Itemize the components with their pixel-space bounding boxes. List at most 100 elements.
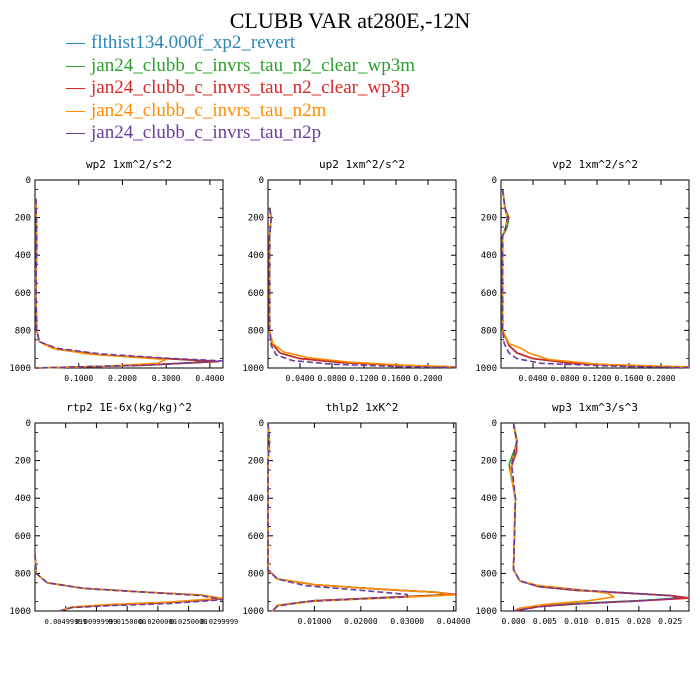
legend-label: jan24_clubb_c_invrs_tau_n2_clear_wp3p [91,77,410,98]
y-tick-label: 800 [481,326,497,336]
series-line [501,189,690,369]
legend-item: — jan24_clubb_c_invrs_tau_n2_clear_wp3p [66,77,415,100]
x-tick-label: 0.0800 [318,374,347,383]
series-line [34,554,224,612]
series-line [509,422,690,612]
series-line [268,208,457,368]
plot-frame [267,422,457,612]
chart-panel: wp3 1xm^3/s^3 0 200 400 600 800 1000 0.000 0.005… [475,401,690,626]
plot-frame [34,422,224,612]
y-tick-label: 0 [492,419,497,429]
x-tick-label: 0.2000 [414,374,443,383]
x-tick-label: 0.010 [564,617,588,626]
series-line [34,554,224,612]
legend-marker: — [66,54,85,76]
x-tick-label: 0.0299999 [200,618,238,626]
y-tick-label: 200 [481,457,497,467]
y-tick-label: 0 [26,176,31,186]
y-tick-label: 600 [15,532,31,542]
chart-title: vp2 1xm^2/s^2 [552,158,638,171]
legend-item: — jan24_clubb_c_invrs_tau_n2m [66,100,415,123]
x-tick-label: 0.00499999 [45,618,87,626]
y-tick-label: 200 [248,457,264,467]
chart-panel: thlp2 1xK^2 0 200 400 600 800 1000 0.01000 0.020… [242,401,470,626]
series-line [267,422,409,612]
series-line [501,189,690,368]
x-tick-label: 0.0400 [286,374,315,383]
y-tick-label: 400 [248,251,264,261]
series-line [268,208,457,369]
x-tick-label: 0.0200000 [139,618,177,626]
y-tick-label: 1000 [9,364,31,374]
series-line [510,422,678,612]
x-tick-label: 0.0400 [519,374,548,383]
y-tick-label: 400 [481,494,497,504]
y-tick-label: 200 [15,214,31,224]
series-line [267,422,455,612]
series-line [508,422,684,612]
x-tick-label: 0.0150000 [108,618,146,626]
y-tick-label: 1000 [242,364,264,374]
chart-panel: up2 1xm^2/s^2 0 200 400 600 800 1000 0.0400 0.08… [242,158,457,383]
page-title: CLUBB VAR at280E,-12N [229,8,471,33]
chart-title: wp3 1xm^3/s^3 [552,401,638,414]
x-tick-label: 0.00999999 [75,618,117,626]
legend-marker: — [66,122,85,143]
y-tick-label: 800 [248,569,264,579]
series-line [501,189,690,368]
chart-panel: vp2 1xm^2/s^2 0 200 400 600 800 1000 0.0400 0.08… [475,158,690,383]
series-line [501,189,690,368]
x-tick-label: 0.4000 [195,374,224,383]
series-line [34,554,224,612]
x-tick-label: 0.1600 [382,374,411,383]
legend-label: jan24_clubb_c_invrs_tau_n2m [91,99,327,121]
x-tick-label: 0.0800 [551,374,580,383]
y-tick-label: 1000 [475,607,497,617]
y-tick-label: 400 [15,251,31,261]
chart-title: up2 1xm^2/s^2 [319,158,405,171]
series-line [34,198,220,369]
plot-frame [500,179,690,369]
y-tick-label: 0 [26,419,31,429]
x-tick-label: 0.1200 [583,374,612,383]
y-tick-label: 600 [248,289,264,299]
series-line [34,198,216,369]
series-line [501,189,690,368]
y-tick-label: 200 [248,214,264,224]
legend-item: — flthist134.000f_xp2_revert [66,32,415,55]
x-tick-label: 0.025 [658,617,682,626]
y-tick-label: 200 [481,214,497,224]
series-line [34,554,224,612]
y-tick-label: 1000 [242,607,264,617]
series-line [268,208,457,368]
x-tick-label: 0.000 [501,617,525,626]
y-tick-label: 400 [15,494,31,504]
legend-marker: — [66,32,85,53]
legend-item: — jan24_clubb_c_invrs_tau_n2_clear_wp3m [66,55,415,78]
y-tick-label: 600 [481,532,497,542]
y-tick-label: 800 [481,569,497,579]
y-tick-label: 0 [492,176,497,186]
y-tick-label: 1000 [475,364,497,374]
y-tick-label: 600 [15,289,31,299]
x-tick-label: 0.1000 [64,374,93,383]
y-tick-label: 600 [248,532,264,542]
legend-marker: — [66,99,85,121]
y-tick-label: 0 [259,176,264,186]
chart-panel: rtp2 1E-6x(kg/kg)^2 0 200 400 600 800 1000 0.00… [9,401,238,626]
series-line [34,198,224,369]
x-tick-label: 0.2000 [108,374,137,383]
chart-panel: wp2 1xm^2/s^2 0 200 400 600 800 1000 0.1000 0.20… [9,158,224,383]
y-tick-label: 600 [481,289,497,299]
x-tick-label: 0.01000 [298,617,332,626]
plot-frame [267,179,457,369]
y-tick-label: 1000 [9,607,31,617]
series-line [34,198,220,369]
legend-item: — jan24_clubb_c_invrs_tau_n2p [66,122,415,145]
series-line [267,422,455,612]
x-tick-label: 0.0250000 [170,618,208,626]
series-line [509,422,690,612]
x-tick-label: 0.1600 [615,374,644,383]
series-line [34,198,167,369]
chart-title: thlp2 1xK^2 [326,401,399,414]
